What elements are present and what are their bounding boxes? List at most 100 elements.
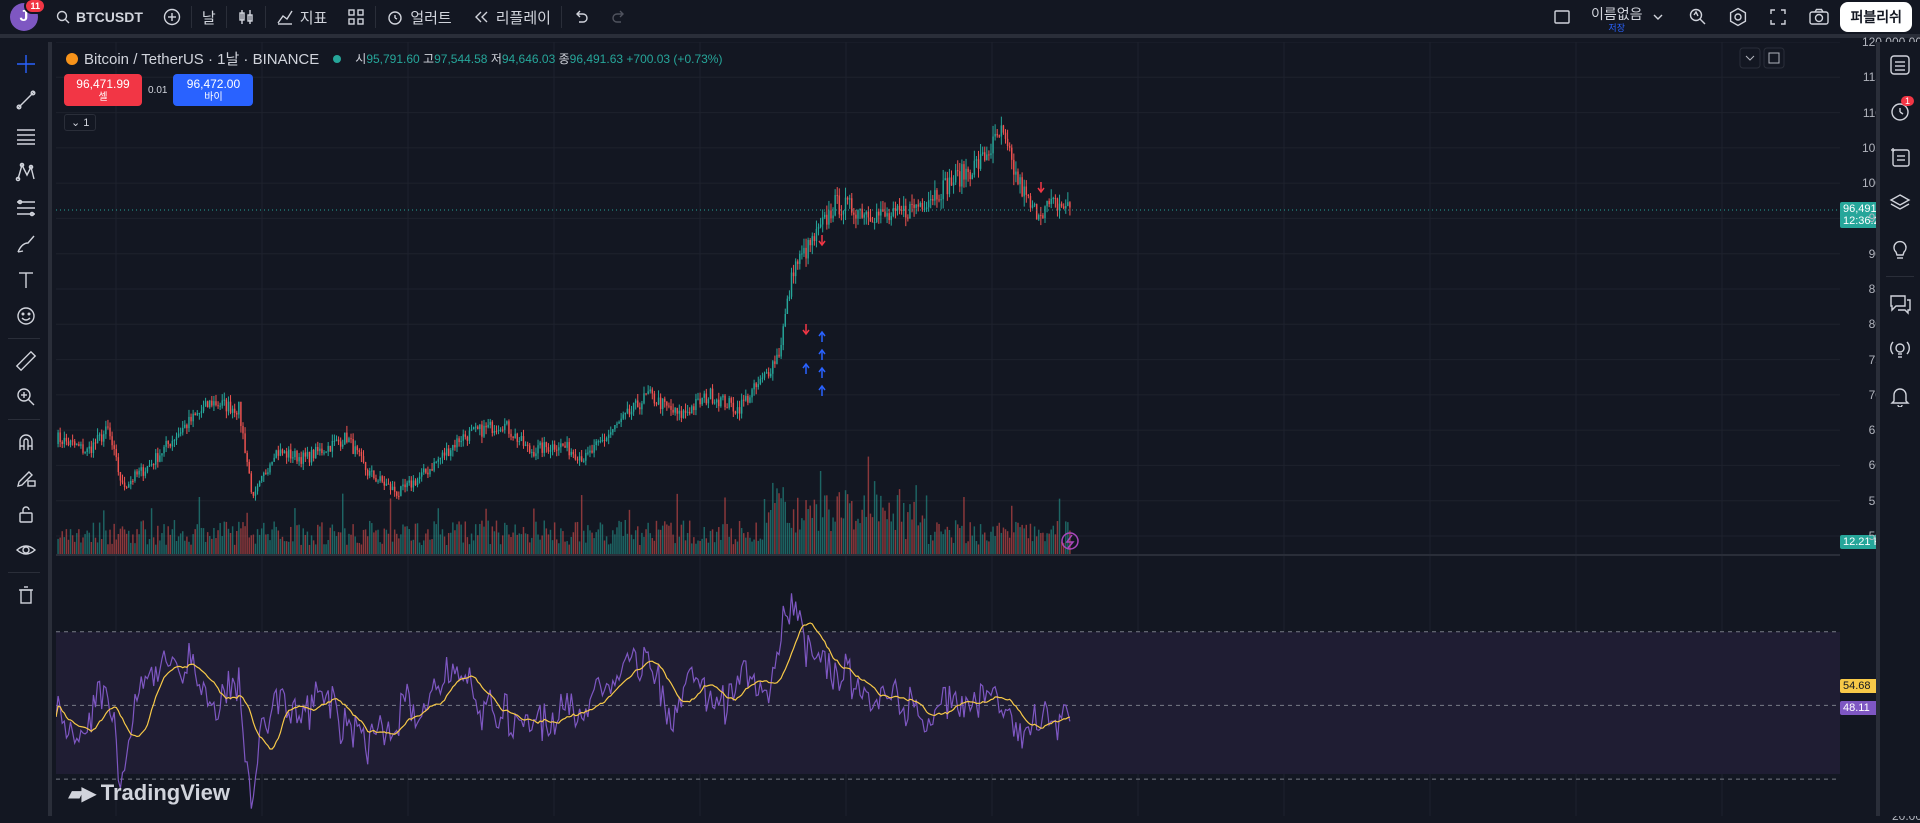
candle-body	[441, 452, 444, 458]
volume-bar	[672, 534, 674, 555]
snapshot-button[interactable]	[1798, 0, 1840, 36]
lock-drawings-tool[interactable]	[0, 496, 52, 532]
candle-body	[981, 152, 984, 155]
volume-bar	[381, 543, 383, 555]
chart-area[interactable]: Bitcoin / TetherUS · 1날 · BINANCE 시95,79…	[56, 35, 1920, 823]
crosshair-tool[interactable]	[0, 46, 52, 82]
templates-button[interactable]	[337, 0, 375, 36]
candle-body	[1065, 205, 1067, 209]
indicators-button[interactable]: 지표	[266, 0, 338, 36]
emoji-tool[interactable]	[0, 298, 52, 334]
volume-bar	[753, 539, 755, 555]
alerts-panel-button[interactable]: 1	[1880, 88, 1920, 134]
layers-button[interactable]	[1880, 180, 1920, 226]
volume-bar	[826, 495, 828, 555]
compare-button[interactable]	[153, 0, 191, 36]
buy-button[interactable]: 96,472.00 바이	[173, 74, 254, 106]
volume-bar	[100, 539, 103, 555]
volume-bar	[1035, 536, 1038, 555]
remove-drawings-tool[interactable]	[0, 577, 52, 613]
magnet-tool[interactable]	[0, 424, 52, 460]
watchlist-button[interactable]	[1880, 42, 1920, 88]
object-tree-button[interactable]	[1880, 134, 1920, 180]
undo-button[interactable]	[562, 0, 600, 36]
fullscreen-button[interactable]	[1758, 0, 1798, 36]
keep-drawing-tool[interactable]	[0, 460, 52, 496]
candle-body	[890, 216, 892, 221]
chevron-down-icon[interactable]	[1652, 11, 1664, 23]
volume-bar	[219, 523, 221, 555]
trend-line-tool[interactable]	[0, 82, 52, 118]
zoom-tool[interactable]	[0, 379, 52, 415]
candle-body	[202, 406, 205, 412]
settings-button[interactable]	[1718, 0, 1758, 36]
sell-button[interactable]: 96,471.99 셀	[64, 74, 142, 106]
scroll-down-button[interactable]	[1739, 47, 1761, 69]
fib-tool[interactable]	[0, 190, 52, 226]
horizontal-lines-tool[interactable]	[0, 118, 52, 154]
redo-button[interactable]	[600, 0, 638, 36]
candle-body	[1031, 205, 1034, 208]
volume-bar	[279, 538, 282, 555]
price-chart[interactable]	[56, 42, 1840, 816]
quick-search-button[interactable]	[1678, 0, 1718, 36]
candle-body	[817, 226, 820, 229]
volume-bar	[946, 526, 949, 555]
candle-body	[909, 204, 911, 219]
volume-bar	[396, 533, 398, 555]
flash-icon[interactable]	[1061, 532, 1079, 550]
volume-bar	[1058, 498, 1061, 555]
candle-body	[691, 406, 693, 414]
candle-body	[853, 212, 855, 215]
alert-button[interactable]: 얼러트	[376, 0, 461, 36]
volume-bar	[308, 544, 311, 555]
hide-drawings-tool[interactable]	[0, 532, 52, 568]
volume-bar	[236, 530, 238, 555]
notifications-button[interactable]	[1880, 373, 1920, 419]
volume-bar	[510, 537, 512, 555]
user-avatar[interactable]: J 11	[10, 0, 46, 31]
pattern-tool[interactable]	[0, 154, 52, 190]
symbol-title[interactable]: Bitcoin / TetherUS · 1날 · BINANCE	[84, 51, 320, 68]
volume-bar	[344, 528, 346, 555]
candle-body	[231, 408, 234, 413]
text-tool[interactable]	[0, 262, 52, 298]
volume-bar	[134, 543, 136, 555]
chart-type-button[interactable]	[227, 0, 265, 36]
layout-name-button[interactable]: 이름없음 저장	[1581, 0, 1653, 36]
volume-value: 12.21 K	[1843, 536, 1881, 548]
reset-scale-button[interactable]	[1763, 47, 1785, 69]
candle-body	[952, 182, 955, 186]
symbol-search-button[interactable]: BTCUSDT	[46, 0, 153, 36]
volume-bar	[570, 536, 572, 555]
brush-tool[interactable]	[0, 226, 52, 262]
candle-body	[857, 210, 859, 219]
candle-body	[703, 393, 705, 398]
streams-button[interactable]	[1880, 327, 1920, 373]
volume-bar	[628, 509, 631, 555]
publish-button[interactable]: 퍼블리쉬	[1840, 2, 1912, 32]
volume-bar	[202, 528, 205, 555]
chats-button[interactable]	[1880, 281, 1920, 327]
volume-bar	[125, 533, 128, 555]
ideas-button[interactable]	[1880, 226, 1920, 272]
indicator-collapse-button[interactable]: ⌄ 1	[64, 114, 97, 131]
volume-bar	[821, 517, 824, 555]
replay-button[interactable]: 리플레이	[462, 0, 561, 36]
interval-button[interactable]: 날	[201, 9, 216, 27]
ruler-tool[interactable]	[0, 343, 52, 379]
layout-toggle[interactable]	[1543, 0, 1581, 36]
candle-body	[192, 413, 194, 422]
volume-bar	[487, 520, 489, 555]
volume-bar	[452, 522, 454, 555]
candle-body	[765, 372, 768, 374]
divider	[8, 572, 40, 573]
candle-body	[568, 442, 570, 456]
candle-body	[260, 475, 263, 482]
candle-body	[558, 447, 560, 451]
volume-bar	[811, 517, 814, 555]
buy-price: 96,472.00	[186, 77, 241, 91]
volume-bar	[285, 541, 288, 555]
volume-bar	[389, 498, 392, 555]
tradingview-logo[interactable]: ▰▶ TradingView	[68, 780, 230, 806]
